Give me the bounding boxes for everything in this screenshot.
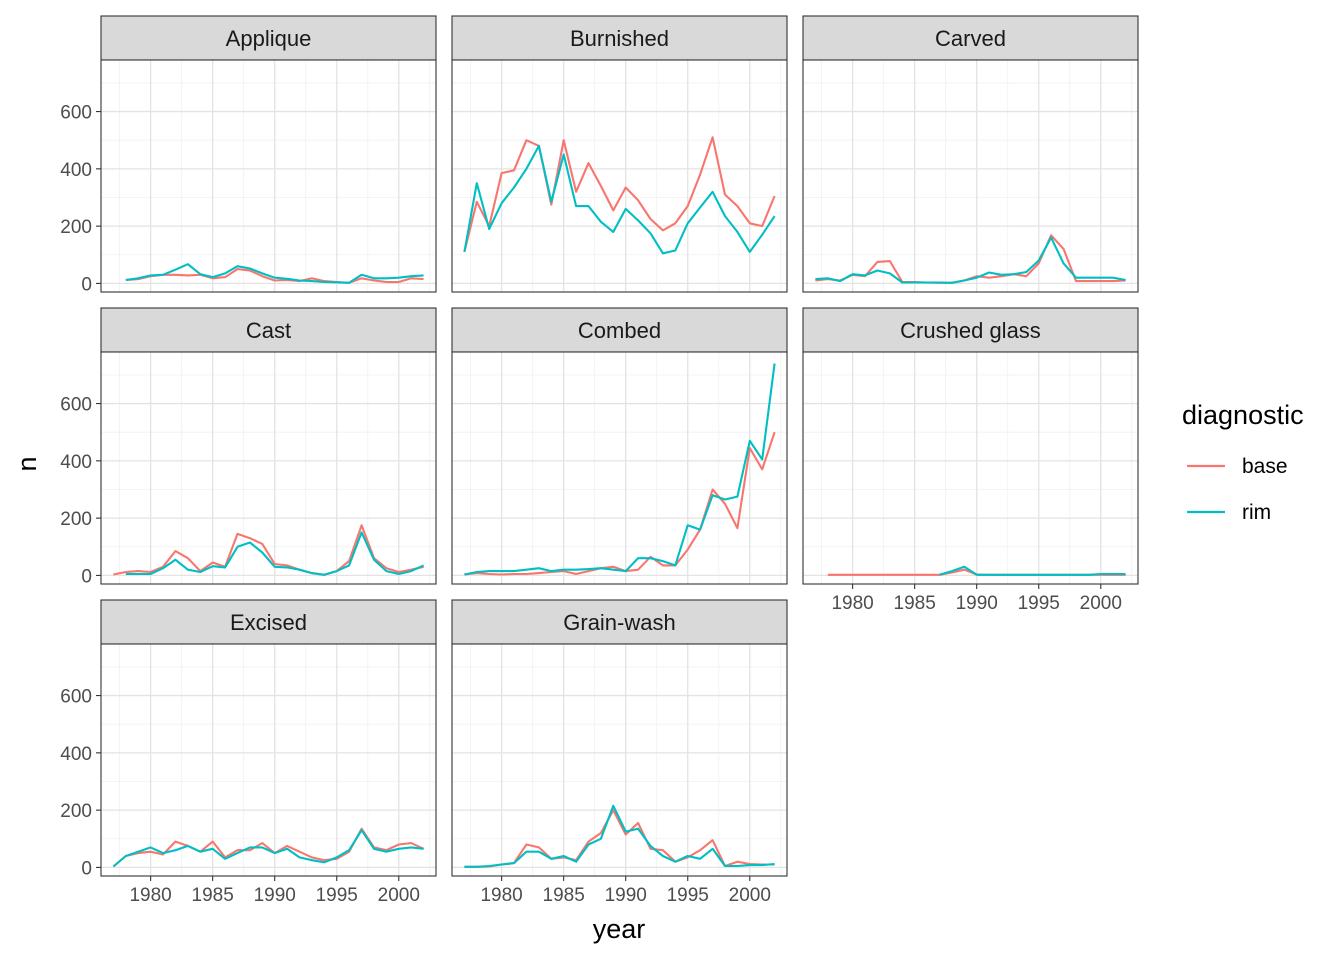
- strip-label-grain-wash: Grain-wash: [563, 610, 675, 635]
- panel-border: [100, 643, 437, 877]
- panel-crushed-glass: Crushed glass 1980 1985 1990 1995 2000: [802, 307, 1139, 614]
- strip-label-cast: Cast: [246, 318, 291, 343]
- panel-background: [803, 60, 1138, 292]
- x-tick-label: 1990: [254, 885, 296, 906]
- x-axis-title: year: [593, 914, 646, 944]
- y-tick-label: 0: [81, 274, 92, 295]
- y-tick-label: 600: [60, 395, 92, 416]
- y-tick-label: 600: [60, 687, 92, 708]
- panel-grain-wash: Grain-wash 1980 1985 1990 1995 2000: [451, 599, 788, 906]
- panel-border: [802, 59, 1139, 293]
- panel-background: [452, 352, 787, 584]
- strip-label-applique: Applique: [226, 26, 312, 51]
- x-tick-label: 1980: [129, 885, 171, 906]
- series-line-base-combed: [464, 431, 776, 576]
- panel-background: [452, 60, 787, 292]
- y-tick-label: 0: [81, 858, 92, 879]
- series-line-rim-crushed-glass: [939, 565, 1126, 576]
- x-tick-label: 2000: [1080, 593, 1122, 614]
- x-tick-label: 1995: [667, 885, 709, 906]
- panel-background: [101, 352, 436, 584]
- series-line-rim-carved: [815, 236, 1126, 284]
- y-tick-label: 200: [60, 217, 92, 238]
- panel-border: [451, 351, 788, 585]
- legend-label-base: base: [1242, 455, 1288, 478]
- series-line-rim-excised: [112, 829, 424, 868]
- strip-combed: [451, 307, 788, 353]
- strip-carved: [802, 15, 1139, 61]
- panel-border: [451, 643, 788, 877]
- x-tick-label: 1980: [831, 593, 873, 614]
- legend-title: diagnostic: [1182, 400, 1304, 430]
- strip-applique: [100, 15, 437, 61]
- y-tick-label: 200: [60, 801, 92, 822]
- strip-label-crushed-glass: Crushed glass: [900, 318, 1041, 343]
- panel-background: [101, 60, 436, 292]
- strip-label-excised: Excised: [230, 610, 307, 635]
- series-line-rim-combed: [464, 363, 776, 576]
- panel-border: [100, 351, 437, 585]
- series-line-base-burnished: [463, 136, 776, 253]
- strip-label-combed: Combed: [578, 318, 661, 343]
- y-tick-label: 0: [81, 566, 92, 587]
- strip-label-burnished: Burnished: [570, 26, 669, 51]
- series-line-rim-burnished: [463, 144, 776, 255]
- panels: Applique 0 200 400 600 Burnished Carved Cast 0 20…: [60, 15, 1139, 906]
- x-tick-label: 1985: [543, 885, 585, 906]
- legend: diagnostic base rim: [1182, 400, 1304, 524]
- panel-border: [100, 59, 437, 293]
- legend-label-rim: rim: [1242, 501, 1271, 524]
- x-tick-label: 1985: [192, 885, 234, 906]
- y-tick-label: 200: [60, 509, 92, 530]
- y-tick-label: 400: [60, 744, 92, 765]
- y-tick-label: 400: [60, 160, 92, 181]
- x-tick-label: 1985: [894, 593, 936, 614]
- panel-burnished: Burnished: [451, 15, 788, 293]
- panel-excised: Excised 0 200 400 600 1980 1985 1990 1995 2000: [60, 599, 437, 906]
- x-tick-label: 1995: [316, 885, 358, 906]
- panel-background: [101, 644, 436, 876]
- x-tick-label: 1990: [956, 593, 998, 614]
- x-tick-label: 1980: [480, 885, 522, 906]
- panel-background: [803, 352, 1138, 584]
- series-line-base-applique: [125, 268, 424, 284]
- y-axis-title: n: [12, 456, 42, 471]
- panel-combed: Combed: [451, 307, 788, 585]
- x-tick-label: 1995: [1018, 593, 1060, 614]
- panel-border: [451, 59, 788, 293]
- x-tick-label: 2000: [729, 885, 771, 906]
- panel-carved: Carved: [802, 15, 1139, 293]
- series-line-rim-grain-wash: [464, 804, 775, 868]
- y-tick-label: 600: [60, 103, 92, 124]
- x-tick-label: 1990: [605, 885, 647, 906]
- series-line-rim-cast: [125, 531, 425, 576]
- strip-crushed-glass: [802, 307, 1139, 353]
- panel-border: [802, 351, 1139, 585]
- strip-label-carved: Carved: [935, 26, 1006, 51]
- series-line-rim-applique: [125, 263, 424, 284]
- panel-applique: Applique 0 200 400 600: [60, 15, 437, 295]
- strip-grain-wash: [451, 599, 788, 645]
- x-tick-label: 2000: [378, 885, 420, 906]
- strip-cast: [100, 307, 437, 353]
- y-tick-label: 400: [60, 452, 92, 473]
- panel-cast: Cast 0 200 400 600: [60, 307, 437, 587]
- panel-background: [452, 644, 787, 876]
